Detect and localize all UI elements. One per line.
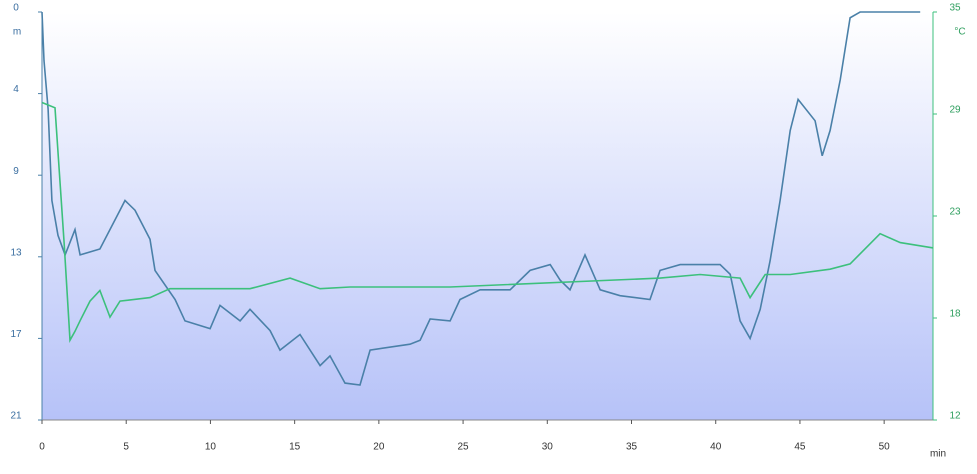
x-tick-label: 30	[542, 442, 554, 453]
x-axis-unit: min	[930, 449, 946, 460]
y-tick-label: 13	[10, 247, 22, 258]
y-tick-label: 17	[10, 329, 22, 340]
y-axis-unit: m	[13, 27, 21, 38]
y2-tick-label: 12	[949, 411, 961, 422]
y-tick-label: 21	[10, 411, 22, 422]
x-tick-label: 45	[794, 442, 806, 453]
plot-area	[42, 12, 933, 420]
series-line	[41, 101, 934, 343]
y2-tick-label: 18	[949, 309, 961, 320]
x-tick-label: 5	[123, 442, 129, 453]
y2-axis-unit: °C	[954, 27, 965, 38]
x-tick-label: 15	[289, 442, 301, 453]
x-tick-label: 25	[458, 442, 470, 453]
y-tick-label: 0	[13, 3, 19, 14]
y2-tick-label: 29	[949, 105, 961, 116]
x-tick-label: 0	[39, 442, 45, 453]
x-tick-label: 50	[879, 442, 891, 453]
x-tick-label: 20	[373, 442, 385, 453]
y-tick-label: 4	[13, 84, 19, 95]
x-tick-label: 40	[710, 442, 722, 453]
series-line	[41, 11, 921, 386]
y2-tick-label: 23	[949, 207, 961, 218]
x-tick-label: 35	[626, 442, 638, 453]
y2-tick-label: 35	[949, 3, 961, 14]
x-tick-label: 10	[205, 442, 217, 453]
y-tick-label: 9	[13, 166, 19, 177]
